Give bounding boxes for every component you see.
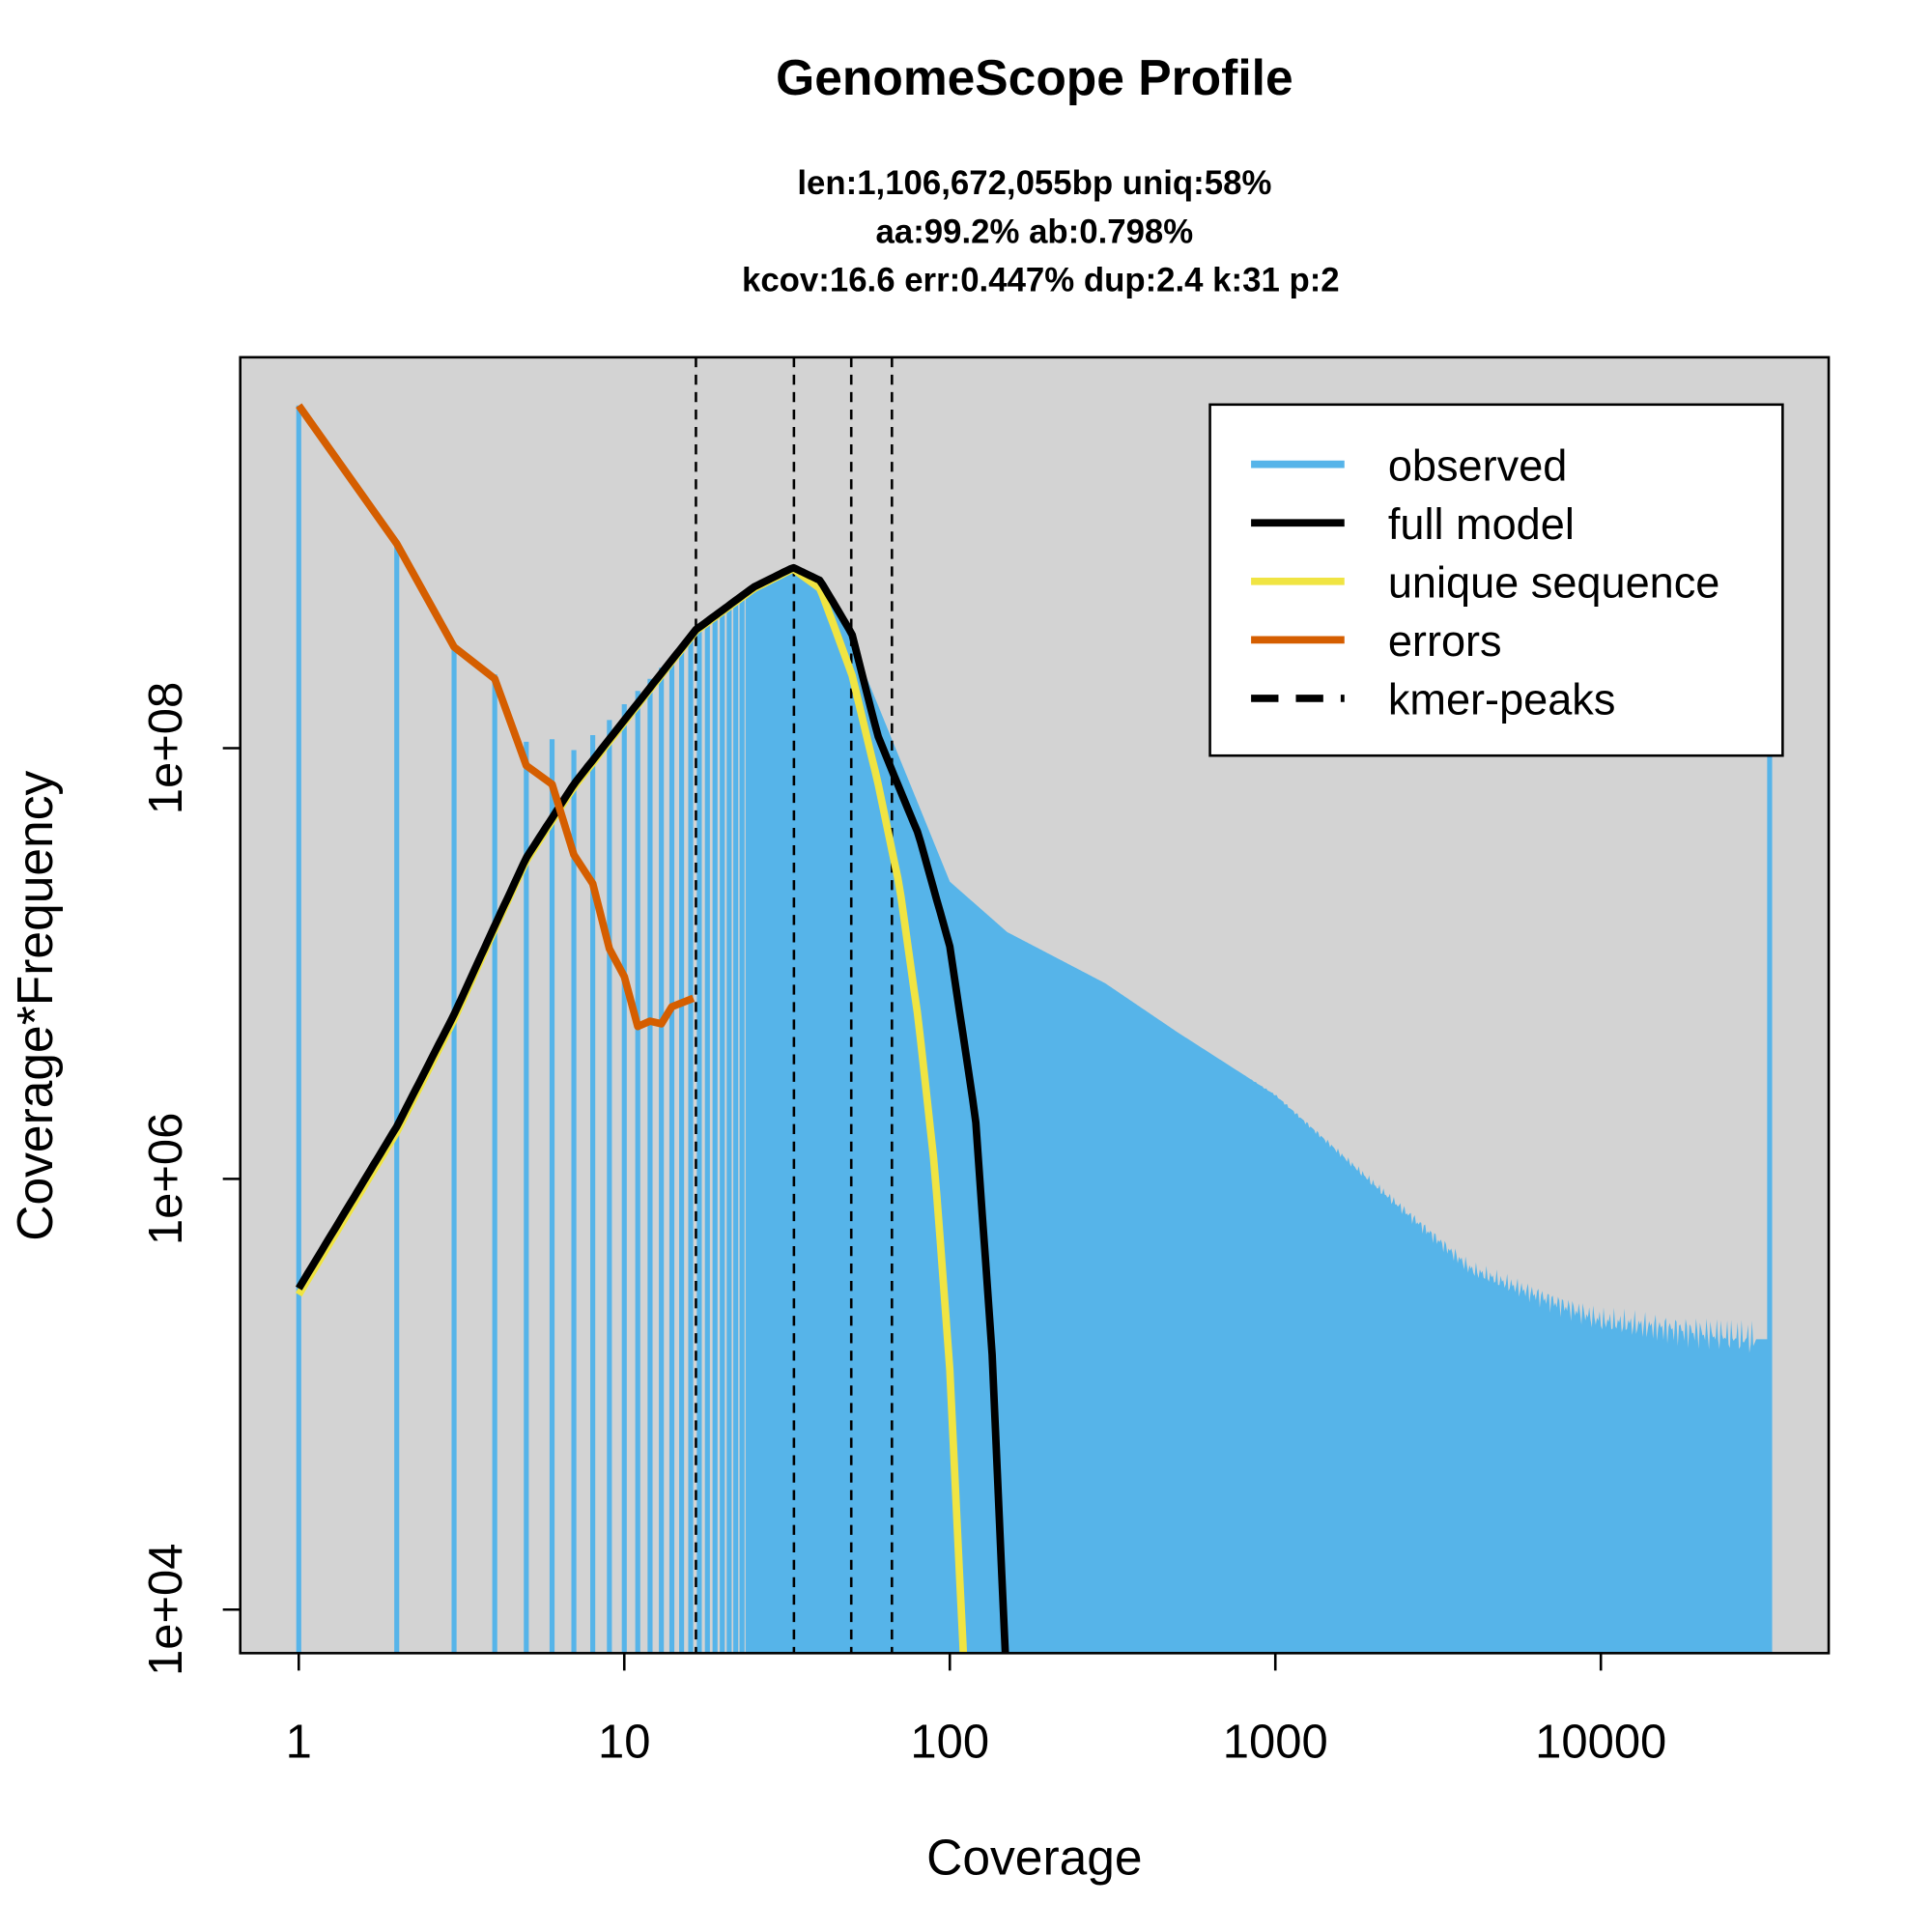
observed-area bbox=[748, 567, 1770, 1654]
legend-label: errors bbox=[1388, 616, 1502, 666]
subtitle-line-3: kcov:16.6 err:0.447% dup:2.4 k:31 p:2 bbox=[742, 263, 1340, 299]
x-tick-label: 1 bbox=[286, 1717, 312, 1769]
y-tick-label: 1e+04 bbox=[140, 1543, 192, 1675]
errors-line bbox=[296, 403, 696, 1031]
full-model-line bbox=[295, 563, 1009, 1655]
plot-frame bbox=[239, 355, 1831, 1655]
legend-label: full model bbox=[1388, 499, 1575, 549]
y-tick-label: 1e+08 bbox=[140, 682, 192, 814]
x-axis-title: Coverage bbox=[926, 1830, 1142, 1886]
x-tick-label: 100 bbox=[910, 1717, 989, 1769]
legend-label: kmer-peaks bbox=[1388, 675, 1616, 724]
subtitle-line-1: len:1,106,672,055bp uniq:58% bbox=[797, 165, 1271, 202]
legend-label: observed bbox=[1388, 440, 1568, 490]
y-axis-title: Coverage*Frequency bbox=[7, 771, 63, 1241]
legend-label: unique sequence bbox=[1388, 558, 1720, 608]
x-tick-label: 10 bbox=[598, 1717, 650, 1769]
x-tick-label: 1000 bbox=[1223, 1717, 1328, 1769]
legend: observed full model unique sequence errors k… bbox=[1208, 403, 1784, 757]
subtitle-line-2: aa:99.2% ab:0.798% bbox=[876, 213, 1194, 250]
y-tick-label: 1e+06 bbox=[140, 1113, 192, 1246]
chart-title: GenomeScope Profile bbox=[776, 49, 1293, 105]
x-tick-label: 10000 bbox=[1535, 1717, 1666, 1769]
